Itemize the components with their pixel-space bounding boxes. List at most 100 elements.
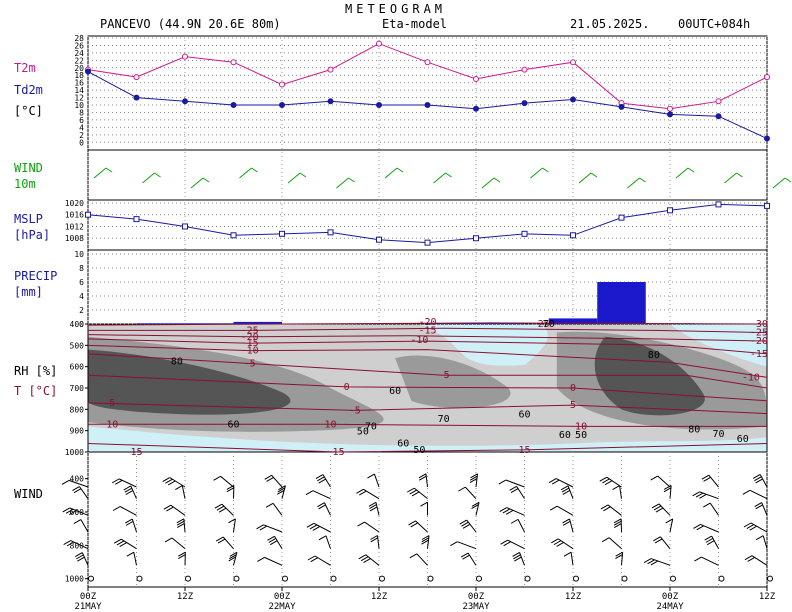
wind-barb-shaft xyxy=(264,556,283,566)
wind-barb-flag xyxy=(754,476,762,482)
rh-label: 50 xyxy=(357,427,369,438)
temp-unit-label: [°C] xyxy=(14,104,43,118)
wind-barb-flag xyxy=(510,518,519,524)
temp-tick-label: 14 xyxy=(74,86,84,95)
wind-barb-flag xyxy=(549,505,558,511)
wind-barb-flag xyxy=(695,492,704,498)
isotherm-label: -15 xyxy=(750,349,768,360)
rh-label: 80 xyxy=(648,350,660,361)
wind-barb-flag xyxy=(696,525,704,531)
wind-barb-flag xyxy=(562,520,571,526)
wind-barb-flag xyxy=(265,502,274,508)
wind-barb-flag xyxy=(62,507,71,513)
wind10m-barb-flag xyxy=(299,172,307,178)
wind-barb-flag xyxy=(643,558,652,563)
time-tick-label: 00Z xyxy=(274,592,291,602)
wind-barb-flag xyxy=(76,554,84,560)
wind-barb-flag xyxy=(407,487,415,493)
mslp-point xyxy=(618,214,625,221)
wind-barb-flag xyxy=(310,557,318,563)
wind-barb-shaft xyxy=(464,486,477,500)
t2m-point xyxy=(521,66,528,73)
rh-mid-area-center xyxy=(395,355,511,408)
rh-label: 70 xyxy=(543,319,555,330)
rh-label: 70 xyxy=(712,429,724,440)
wind-barb-flag xyxy=(257,556,265,562)
wind-barb-flag xyxy=(267,535,275,541)
wind-barb-flag xyxy=(125,490,134,495)
wind-barb-flag xyxy=(701,474,710,480)
time-date-label: 21MAY xyxy=(74,602,102,612)
t2m-point xyxy=(279,81,285,88)
wind-barb-flag xyxy=(411,491,420,497)
wind-barb-flag xyxy=(111,478,120,484)
temp-tick-label: 6 xyxy=(79,116,84,125)
mslp-tick-label: 1016 xyxy=(65,211,84,220)
td2m-point xyxy=(715,113,722,120)
t2m-point xyxy=(764,74,770,81)
t2m-point xyxy=(715,98,722,105)
temp-tick-label: 10 xyxy=(74,101,84,110)
windprof-tick-label: 1000 xyxy=(65,575,84,584)
wind10m-barb-flag xyxy=(202,177,210,183)
isotherm-line xyxy=(88,327,768,334)
wind-barb-shaft xyxy=(376,535,380,549)
wind10m-barb-flag xyxy=(348,177,355,183)
wind-barb-flag xyxy=(653,505,662,511)
wind-barb-flag xyxy=(408,520,416,526)
wind-barb-shaft xyxy=(709,502,719,516)
wind-barb-flag xyxy=(613,520,622,526)
mslp-point xyxy=(85,211,91,218)
wind-barb-flag xyxy=(602,478,610,484)
rh-dry-area-upper xyxy=(418,324,548,366)
time-tick-label: 00Z xyxy=(662,592,679,602)
precip-tick-label: 4 xyxy=(79,292,84,301)
mslp-point xyxy=(376,236,382,243)
wind-barb-flag xyxy=(367,473,375,479)
wind-calm-symbol xyxy=(524,575,531,582)
wind-barb-flag xyxy=(469,478,478,484)
mslp-unit-label: [hPa] xyxy=(14,228,51,242)
mslp-point xyxy=(473,235,479,242)
wind-barb-flag xyxy=(551,538,559,544)
mslp-point xyxy=(521,230,528,237)
wind-barb-shaft xyxy=(312,490,331,500)
wind-barb-flag xyxy=(72,486,80,491)
isotherm-label: -25 xyxy=(750,328,768,339)
td2m-point xyxy=(424,102,431,109)
wind-barb-flag xyxy=(420,501,428,507)
wind-barb-flag xyxy=(124,487,133,493)
isotherm-label: 15 xyxy=(333,447,345,458)
isotherm-label: -10 xyxy=(410,335,428,346)
wind-barb-shaft xyxy=(272,502,283,516)
td2m-point xyxy=(618,103,625,110)
wind-barb-shaft xyxy=(119,506,137,516)
wind-barb-flag xyxy=(755,535,764,541)
wind-barb-flag xyxy=(647,559,655,565)
temp-tick-label: 24 xyxy=(74,49,84,58)
wind-barb-shaft xyxy=(131,518,137,533)
wind-barb-flag xyxy=(269,540,278,546)
wind-barb-flag xyxy=(694,556,702,562)
wind-barb-flag xyxy=(505,509,514,515)
wind-barb-flag xyxy=(421,539,429,545)
isotherm-label: -5 xyxy=(244,358,256,369)
isotherm-label: -5 xyxy=(349,405,361,416)
wind-barb-flag xyxy=(509,485,517,491)
isotherm-label: 10 xyxy=(575,421,587,432)
time-tick-label: 12Z xyxy=(177,592,194,602)
wind-barb-flag xyxy=(562,490,571,495)
wind-barb-flag xyxy=(471,504,479,510)
wind-calm-symbol xyxy=(185,575,191,582)
wind-calm-symbol xyxy=(718,575,725,582)
wind-calm-symbol xyxy=(330,575,337,582)
wind-barb-shaft xyxy=(519,552,525,566)
mslp-line xyxy=(87,203,768,244)
td2m-point xyxy=(133,94,140,101)
wind10m-barb-shaft xyxy=(239,167,252,179)
wind-barb-flag xyxy=(503,541,511,547)
wind-barb-flag xyxy=(229,554,237,560)
mslp-point xyxy=(230,232,237,239)
precip-tick-label: 10 xyxy=(74,250,84,259)
wind-calm-symbol xyxy=(379,575,385,582)
